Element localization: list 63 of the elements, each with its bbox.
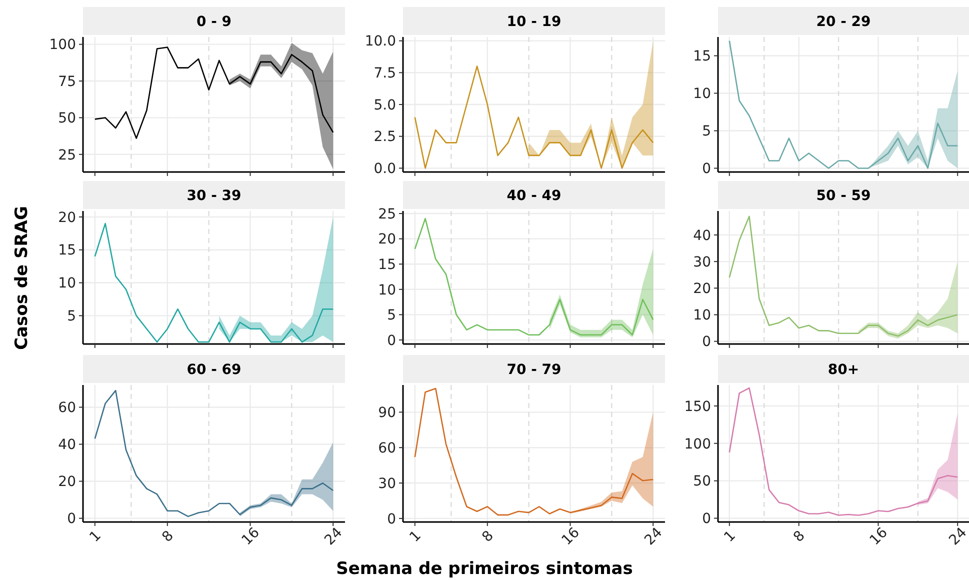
y-tick-label: 10.0 (364, 34, 396, 50)
y-tick-label: 10 (693, 308, 711, 324)
x-tick-label: 24 (946, 524, 969, 549)
chart-title: 60 - 69 (186, 362, 242, 378)
y-tick-label: 10 (378, 282, 396, 298)
y-tick-label: 2.5 (374, 129, 396, 146)
y-tick-label: 0 (387, 511, 396, 528)
y-tick-label: 25 (58, 147, 76, 164)
y-tick-label: 30 (693, 254, 711, 270)
y-tick-label: 10 (58, 276, 76, 292)
chart-title: 20 - 29 (816, 14, 871, 30)
y-tick-label: 40 (693, 228, 711, 244)
y-tick-label: 20 (378, 232, 396, 248)
y-tick-label: 50 (693, 474, 711, 490)
x-tick-label: 1 (86, 528, 104, 546)
x-tick-label: 16 (238, 524, 263, 549)
x-tick-label: 1 (406, 528, 424, 546)
chart-title: 50 - 59 (816, 188, 871, 204)
y-tick-label: 0 (67, 511, 76, 528)
x-tick-label: 24 (642, 524, 666, 549)
x-tick-label: 8 (159, 528, 177, 546)
x-tick-label: 24 (322, 524, 346, 549)
y-tick-label: 20 (58, 474, 76, 490)
y-tick-label: 50 (58, 110, 76, 127)
y-tick-label: 15 (378, 257, 396, 273)
chart-title: 70 - 79 (506, 362, 562, 378)
y-tick-label: 90 (378, 405, 396, 422)
x-tick-label: 8 (479, 528, 497, 546)
y-tick-label: 0 (702, 511, 711, 528)
chart-title: 30 - 39 (186, 188, 242, 204)
y-tick-label: 40 (58, 437, 76, 454)
x-tick-label: 1 (721, 528, 739, 546)
y-tick-label: 15 (58, 242, 76, 259)
y-tick-label: 20 (693, 281, 711, 298)
y-tick-label: 5 (387, 308, 396, 324)
x-tick-label: 16 (558, 524, 583, 549)
y-tick-label: 60 (58, 400, 76, 416)
y-tick-label: 150 (684, 398, 711, 415)
x-axis-title: Semana de primeiros sintomas (336, 559, 633, 579)
y-tick-label: 5.0 (374, 97, 396, 114)
y-tick-label: 15 (693, 48, 711, 65)
y-tick-label: 20 (58, 210, 76, 226)
chart-title: 80+ (828, 362, 860, 378)
x-tick-label: 16 (866, 524, 891, 549)
y-tick-label: 25 (378, 206, 396, 222)
y-tick-label: 0.0 (374, 161, 396, 178)
y-tick-label: 100 (49, 37, 76, 54)
chart-title: 40 - 49 (506, 188, 562, 204)
y-tick-label: 0 (387, 332, 396, 349)
y-tick-label: 60 (378, 440, 396, 456)
chart-title: 0 - 9 (196, 14, 232, 30)
y-tick-label: 7.5 (374, 66, 396, 82)
chart-title: 10 - 19 (506, 14, 562, 30)
y-axis-title: Casos de SRAG (12, 206, 32, 350)
y-tick-label: 30 (378, 476, 396, 492)
y-tick-label: 10 (693, 86, 711, 102)
x-tick-label: 8 (790, 528, 808, 546)
y-tick-label: 75 (58, 74, 76, 90)
y-tick-label: 0 (702, 334, 711, 350)
y-tick-label: 0 (702, 161, 711, 178)
y-tick-label: 100 (684, 436, 711, 452)
y-tick-label: 5 (67, 308, 76, 325)
y-tick-label: 5 (702, 124, 711, 140)
